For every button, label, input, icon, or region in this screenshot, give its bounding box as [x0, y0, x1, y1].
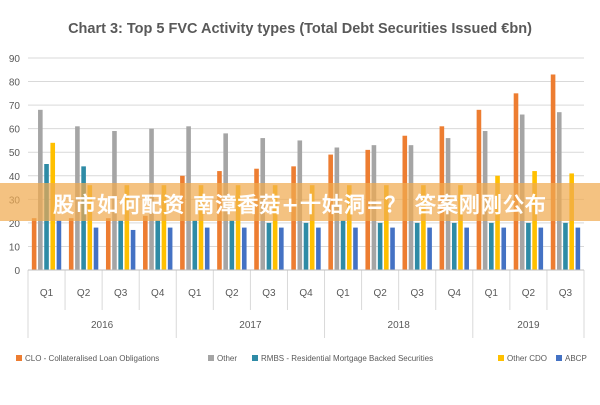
year-label: 2016 — [91, 320, 114, 331]
x-tick-label: Q1 — [485, 288, 499, 299]
legend-label: Other CDO — [507, 354, 547, 363]
x-tick-label: Q1 — [188, 288, 202, 299]
x-tick-label: Q1 — [40, 288, 54, 299]
y-tick-label: 50 — [9, 148, 21, 159]
bar — [56, 220, 62, 270]
x-tick-label: Q3 — [411, 288, 425, 299]
y-tick-label: 0 — [14, 266, 20, 277]
bar — [31, 218, 37, 270]
bar — [124, 185, 130, 270]
legend-label: Other — [217, 354, 237, 363]
bar — [458, 185, 463, 270]
x-tick-label: Q4 — [448, 288, 462, 299]
bar — [192, 220, 198, 270]
chart-title: Chart 3: Top 5 FVC Activity types (Total… — [68, 21, 532, 37]
bar — [495, 175, 500, 270]
bar — [143, 215, 148, 270]
y-tick-label: 20 — [9, 219, 21, 230]
x-tick-label: Q4 — [151, 288, 165, 299]
legend-swatch — [556, 355, 562, 361]
bar — [513, 93, 519, 270]
bar — [68, 218, 74, 270]
bar — [155, 220, 161, 270]
legend-swatch — [16, 355, 22, 361]
bar — [489, 222, 494, 270]
year-label: 2017 — [239, 320, 262, 331]
bar — [384, 185, 389, 270]
bar — [451, 222, 457, 270]
bar — [229, 220, 235, 270]
bar — [346, 185, 352, 270]
bar — [180, 175, 185, 270]
legend-label: RMBS - Residential Mortgage Backed Secur… — [261, 354, 433, 363]
bar — [87, 185, 93, 270]
bar — [167, 227, 173, 270]
bar — [427, 227, 432, 270]
bar — [340, 220, 346, 270]
watermark-banner — [0, 183, 600, 221]
bar — [309, 185, 315, 270]
bar — [550, 74, 556, 270]
bar — [266, 222, 272, 270]
bar — [303, 222, 309, 270]
legend-label: CLO - Collateralised Loan Obligations — [25, 354, 159, 363]
bar — [198, 185, 204, 270]
x-tick-label: Q2 — [373, 288, 387, 299]
bar — [204, 227, 210, 270]
bar — [563, 222, 568, 270]
bar — [414, 222, 420, 270]
bar — [575, 227, 581, 270]
legend-swatch — [208, 355, 214, 361]
bar — [118, 220, 123, 270]
x-tick-label: Q4 — [299, 288, 313, 299]
bar — [93, 227, 99, 270]
bar — [390, 227, 395, 270]
year-label: 2018 — [388, 320, 411, 331]
y-tick-label: 40 — [9, 172, 21, 183]
bar — [241, 227, 247, 270]
year-label: 2019 — [517, 320, 540, 331]
legend-swatch — [252, 355, 258, 361]
x-tick-label: Q2 — [77, 288, 91, 299]
bar — [235, 185, 241, 270]
y-tick-label: 90 — [9, 54, 21, 65]
x-tick-label: Q3 — [559, 288, 573, 299]
bar — [526, 222, 531, 270]
bar — [130, 229, 136, 270]
y-tick-label: 70 — [9, 101, 21, 112]
bar — [161, 185, 167, 270]
legend-swatch — [498, 355, 504, 361]
bar — [501, 227, 507, 270]
bar — [316, 227, 321, 270]
watermark-text: 股市如何配资 南漳香菇+十姑洞=？ 答案刚刚公布 — [53, 193, 547, 217]
bar — [105, 218, 111, 270]
y-tick-label: 80 — [9, 78, 21, 89]
x-tick-label: Q2 — [225, 288, 239, 299]
legend-label: ABCP — [565, 354, 587, 363]
x-tick-label: Q3 — [114, 288, 128, 299]
bar — [353, 227, 358, 270]
x-tick-label: Q1 — [336, 288, 350, 299]
y-tick-label: 60 — [9, 125, 21, 136]
bar — [464, 227, 469, 270]
bar — [421, 185, 426, 270]
bar — [279, 227, 284, 270]
y-tick-label: 10 — [9, 242, 21, 253]
bar — [538, 227, 544, 270]
bar — [569, 173, 574, 270]
bar — [272, 185, 278, 270]
bar — [377, 222, 383, 270]
x-tick-label: Q3 — [262, 288, 276, 299]
x-tick-label: Q2 — [522, 288, 536, 299]
